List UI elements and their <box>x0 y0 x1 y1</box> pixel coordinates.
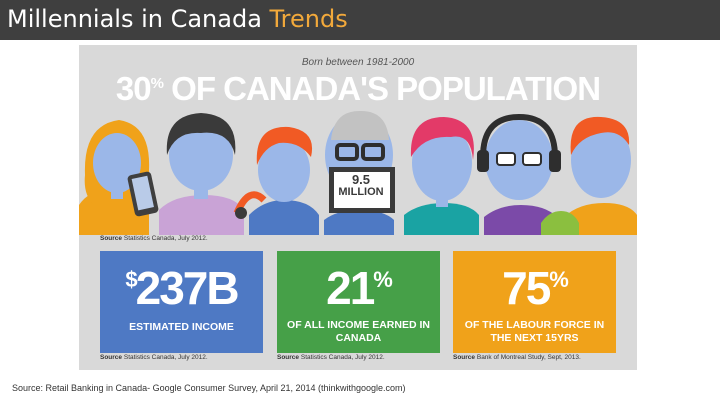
person-4-figure <box>324 110 395 235</box>
card-income-share: 21% OF ALL INCOME EARNED IN CANADA <box>277 251 440 353</box>
population-headline: 30% OF CANADA'S POPULATION <box>115 70 601 107</box>
infographic: Born between 1981-2000 30% OF CANADA'S P… <box>79 45 637 370</box>
title-bar: Millennials in Canada Trends <box>0 0 720 40</box>
millennials-illustration <box>79 110 637 235</box>
person-2-figure <box>159 113 244 235</box>
person-5-figure <box>404 117 479 235</box>
card-value: $237B <box>125 262 239 314</box>
sign-text: 9.5 MILLION <box>333 173 389 199</box>
slide-title: Millennials in Canada Trends <box>7 5 348 33</box>
card-labour-force: 75% OF THE LABOUR FORCE IN THE NEXT 15YR… <box>453 251 616 353</box>
slide-title-accent: Trends <box>269 5 348 33</box>
sign-number: 9.5 <box>351 172 371 187</box>
card-source: Source Bank of Montreal Study, Sept, 201… <box>453 354 581 361</box>
born-subtitle: Born between 1981-2000 <box>301 57 415 68</box>
source-population: Source Statistics Canada, July 2012. <box>100 235 208 242</box>
card-value: 75% <box>502 262 569 314</box>
card-estimated-income: $237B ESTIMATED INCOME <box>100 251 263 353</box>
person-3-figure <box>233 126 319 235</box>
person-1-figure <box>79 120 159 235</box>
card-source: Source Statistics Canada, July 2012. <box>277 354 385 361</box>
person-7-figure <box>541 116 637 235</box>
card-description: OF ALL INCOME EARNED IN CANADA <box>287 319 430 344</box>
card-source: Source Statistics Canada, July 2012. <box>100 354 208 361</box>
sign-label: MILLION <box>338 186 384 198</box>
card-description: ESTIMATED INCOME <box>129 321 234 333</box>
card-description: OF THE LABOUR FORCE IN THE NEXT 15YRS <box>464 319 605 344</box>
slide-footer-source: Source: Retail Banking in Canada- Google… <box>12 383 406 393</box>
card-value: 21% <box>326 262 393 314</box>
person-6-figure <box>477 113 561 235</box>
